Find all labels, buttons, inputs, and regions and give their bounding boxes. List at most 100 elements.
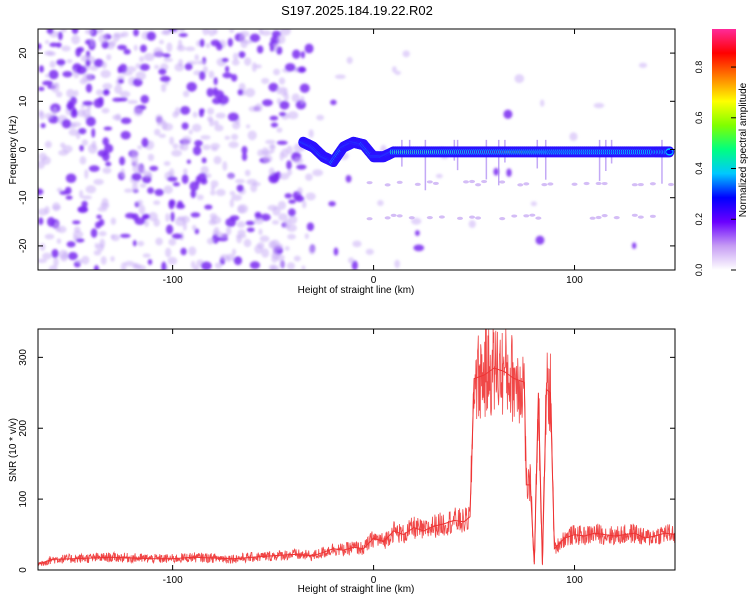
spectrogram-noise-cell [99, 34, 108, 43]
spectrogram-noise-cell [211, 186, 215, 191]
spectrogram-noise-cell [139, 56, 144, 62]
spectrogram-y-tick-label: -10 [18, 190, 29, 205]
spectrogram-noise-cell [167, 177, 177, 182]
colorbar-label: Normalized spectral amplitude [738, 82, 749, 217]
spectrogram-noise-cell [163, 58, 173, 62]
spectrogram-noise-cell [279, 101, 289, 110]
spectrogram-noise-cell [348, 257, 354, 263]
spectrogram-noise-cell [45, 113, 53, 120]
spectrogram-noise-cell [204, 205, 212, 210]
spectrogram-noise-cell [182, 174, 189, 184]
colorbar-tick-label: 0.2 [694, 213, 704, 226]
spectrogram-noise-cell [206, 43, 211, 48]
spectrogram-noise-cell [105, 162, 111, 167]
spectrogram-sideband-cell [638, 216, 644, 219]
spectrogram-noise-cell [231, 194, 242, 200]
spectrogram-noise-cell [94, 250, 101, 255]
spectrogram-noise-cell [137, 241, 144, 246]
spectrogram-noise-cell [244, 57, 251, 66]
spectrogram-noise-cell [200, 39, 205, 47]
spectrogram-noise-cell [132, 183, 138, 192]
spectrogram-noise-cell [222, 72, 232, 78]
figure-title: S197.2025.184.19.22.R02 [281, 3, 433, 18]
spectrogram-noise-cell [214, 120, 219, 126]
spectrogram-noise-cell [594, 103, 605, 108]
spectrogram-x-tick-label: -100 [163, 275, 183, 286]
spectrogram-noise-cell [250, 34, 260, 43]
spectrogram-noise-cell [147, 32, 156, 41]
spectrogram-noise-cell [95, 243, 99, 249]
spectrogram-noise-cell [111, 234, 115, 239]
spectrogram-noise-cell [232, 59, 240, 65]
spectrogram-noise-cell [225, 218, 236, 227]
spectrogram-y-tick-label: 20 [18, 47, 29, 59]
spectrogram-noise-cell [187, 160, 191, 164]
spectrogram-sideband-cell [457, 217, 463, 220]
colorbar-gradient [712, 29, 736, 270]
spectrogram-noise-cell [104, 126, 113, 130]
spectrogram-noise-cell [68, 252, 78, 260]
snr-x-axis-label: Height of straight line (km) [298, 584, 415, 595]
spectrogram-noise-cell [222, 161, 227, 171]
spectrogram-noise-cell [89, 165, 100, 172]
spectrogram-sideband-cell [523, 182, 529, 185]
spectrogram-noise-cell [212, 98, 222, 105]
spectrogram-noise-cell [272, 207, 280, 216]
spectrogram-noise-cell [180, 248, 186, 256]
spectrogram-noise-cell [279, 173, 289, 180]
spectrogram-noise-cell [155, 114, 163, 121]
spectrogram-noise-cell [102, 137, 109, 145]
spectrogram-noise-cell [225, 136, 231, 140]
spectrogram-noise-cell [118, 66, 122, 73]
spectrogram-noise-cell [237, 206, 245, 214]
spectrogram-noise-cell [35, 188, 44, 195]
spectrogram-noise-cell [60, 254, 68, 262]
spectrogram-noise-cell [245, 170, 251, 176]
spectrogram-noise-cell [278, 213, 288, 221]
spectrogram-noise-cell [46, 51, 56, 56]
spectrogram-noise-cell [44, 206, 49, 214]
spectrogram-noise-cell [211, 40, 221, 47]
spectrogram-heatmap [35, 24, 675, 274]
spectrogram-sideband-cell [596, 216, 602, 219]
spectrogram-noise-cell [305, 173, 313, 180]
spectrogram-sideband-cell [469, 216, 475, 219]
spectrogram-noise-cell [101, 256, 107, 265]
spectrogram-noise-cell [119, 97, 128, 101]
spectrogram-noise-cell [154, 65, 159, 69]
spectrogram-noise-cell [230, 199, 234, 208]
spectrogram-noise-cell [253, 182, 261, 186]
spectrogram-noise-cell [80, 156, 87, 165]
spectrogram-noise-cell [38, 217, 43, 225]
spectrogram-noise-cell [120, 168, 125, 177]
spectrogram-noise-cell [149, 166, 158, 171]
spectrogram-noise-cell [392, 66, 397, 72]
spectrogram-noise-cell [119, 156, 125, 165]
spectrogram-noise-cell [257, 45, 263, 53]
spectrogram-noise-cell [135, 218, 146, 225]
spectrogram-sideband-cell [596, 182, 602, 185]
spectrogram-noise-cell [263, 150, 272, 155]
spectrogram-noise-cell [124, 49, 131, 55]
spectrogram-noise-cell [190, 190, 195, 199]
snr-y-axis-label: SNR (10 * v/v) [8, 418, 19, 482]
spectrogram-y-axis-label: Frequency (Hz) [8, 116, 19, 185]
spectrogram-noise-cell [197, 60, 206, 64]
spectrogram-noise-cell [436, 174, 443, 178]
spectrogram-noise-cell [80, 78, 87, 84]
spectrogram-noise-cell [172, 233, 183, 239]
spectrogram-sideband-cell [469, 180, 475, 183]
spectrogram-noise-cell [161, 83, 166, 92]
spectrogram-noise-cell [114, 33, 124, 38]
spectrogram-noise-cell [66, 89, 74, 98]
spectrogram-noise-cell [312, 169, 323, 176]
snr-x-tick-label: -100 [163, 575, 183, 586]
spectrogram-noise-cell [300, 84, 310, 93]
spectrogram-noise-cell [181, 143, 189, 150]
spectrogram-noise-cell [279, 77, 285, 84]
spectrogram-noise-cell [216, 189, 226, 196]
spectrogram-noise-cell [38, 87, 45, 91]
spectrogram-noise-cell [192, 124, 202, 132]
